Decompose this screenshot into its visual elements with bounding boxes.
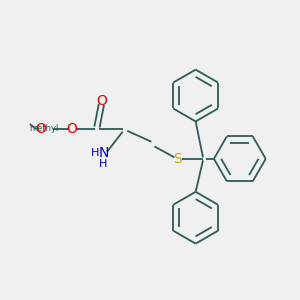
Text: methyl: methyl: [29, 124, 59, 133]
Text: N: N: [98, 146, 109, 160]
Text: O: O: [96, 94, 107, 108]
Text: H: H: [91, 148, 100, 158]
Text: S: S: [174, 152, 182, 166]
Text: H: H: [99, 159, 108, 169]
Text: O: O: [35, 122, 46, 136]
Text: O: O: [67, 122, 77, 136]
